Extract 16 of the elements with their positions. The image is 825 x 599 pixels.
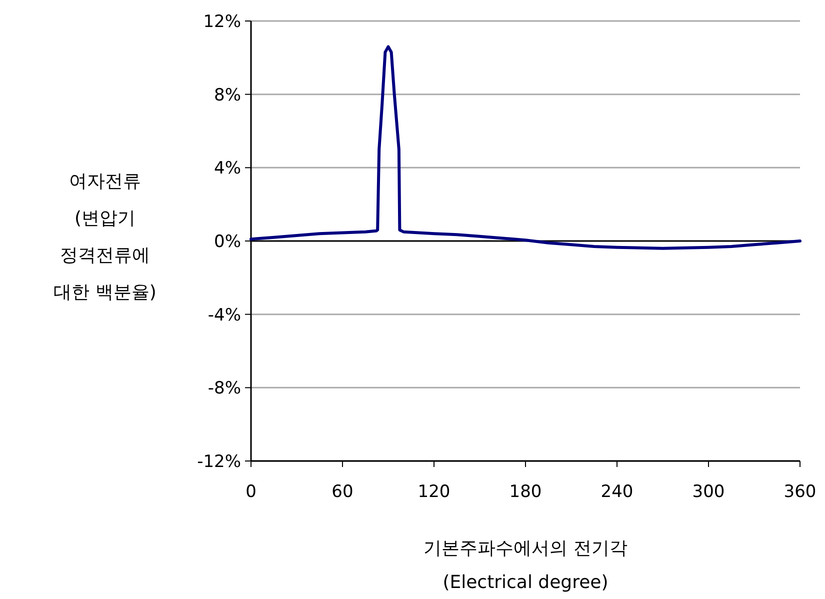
x-tick-label: 60	[332, 482, 354, 502]
y-tick-label: 8%	[214, 85, 241, 106]
x-tick-label: 360	[784, 482, 816, 502]
y-tick-label: 0%	[214, 232, 241, 252]
x-tick-label: 120	[418, 482, 450, 502]
y-tick-label: -4%	[208, 305, 241, 326]
x-tick-label: 180	[509, 482, 542, 502]
y-tick-label: -12%	[197, 452, 241, 472]
x-tick-label: 240	[600, 482, 634, 502]
y-axis-title: 여자전류 (변압기 정격전류에 대한 백분율)	[54, 171, 156, 303]
y-tick-label: 12%	[203, 12, 241, 32]
y-tick-label: 4%	[214, 158, 241, 179]
x-tick-label: 0	[246, 482, 256, 502]
x-axis-title: 기본주파수에서의 전기각 (Electrical degree)	[424, 538, 628, 593]
x-tick-label: 300	[692, 482, 725, 502]
y-tick-label: -8%	[208, 378, 241, 399]
